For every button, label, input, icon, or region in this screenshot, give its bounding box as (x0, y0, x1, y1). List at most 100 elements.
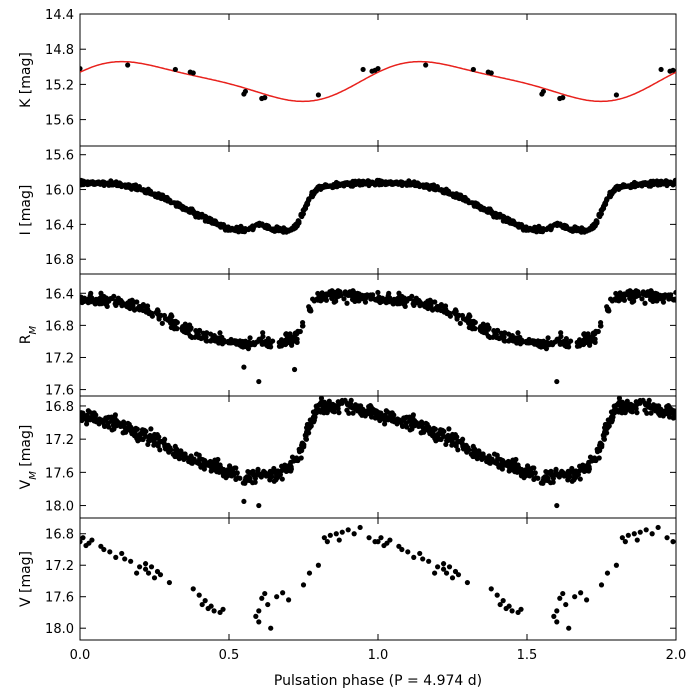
data-point (625, 183, 631, 189)
data-point (378, 535, 384, 541)
data-point (434, 183, 440, 190)
data-point (538, 344, 544, 350)
data-point (315, 290, 321, 297)
data-point (142, 187, 148, 193)
data-point (115, 295, 121, 301)
data-point (171, 318, 177, 325)
x-axis-label: Pulsation phase (P = 4.974 d) (274, 673, 482, 689)
data-point (113, 554, 119, 560)
data-point (439, 427, 446, 434)
data-point (602, 429, 608, 435)
data-point (649, 289, 655, 295)
data-point (554, 336, 560, 342)
y-tick-label: 14.8 (45, 43, 74, 58)
y-tick-label: 16.0 (45, 184, 74, 199)
y-tick-label: 17.6 (45, 466, 74, 481)
data-point (597, 447, 603, 454)
data-point (574, 343, 581, 349)
data-point (241, 498, 247, 505)
data-point (262, 95, 268, 101)
data-point (453, 192, 459, 198)
data-point (653, 179, 659, 185)
data-point (101, 546, 107, 553)
data-point (616, 298, 622, 304)
data-point (492, 212, 499, 218)
data-point (433, 305, 439, 311)
data-point (295, 457, 301, 464)
y-axis-label: V [mag] (18, 551, 34, 607)
data-point (417, 550, 423, 557)
data-point (592, 223, 598, 229)
data-point (519, 466, 525, 473)
data-point (447, 310, 453, 317)
data-point (407, 427, 413, 433)
data-point (440, 561, 447, 567)
points-VM (80, 396, 676, 509)
data-point (449, 442, 455, 448)
data-point (523, 467, 529, 473)
data-point (151, 575, 158, 581)
data-point (487, 206, 493, 212)
data-point (148, 191, 154, 197)
data-point (557, 221, 563, 227)
data-point (255, 467, 261, 474)
data-point (351, 531, 357, 537)
data-point (259, 221, 265, 227)
data-point (649, 531, 655, 537)
data-point (362, 299, 369, 305)
data-point (247, 335, 253, 341)
data-point (634, 410, 640, 416)
data-point (178, 449, 184, 455)
y-tick-label: 16.8 (45, 319, 74, 334)
data-point (625, 532, 631, 538)
y-tick-label: 16.4 (45, 218, 74, 233)
data-point (119, 550, 125, 557)
data-point (149, 310, 155, 317)
data-point (419, 420, 425, 427)
data-point (369, 293, 375, 299)
data-point (162, 436, 168, 442)
data-point (575, 227, 582, 233)
data-point (224, 470, 231, 477)
data-point (220, 473, 227, 479)
data-point (438, 301, 444, 308)
data-point (576, 337, 583, 343)
data-point (92, 412, 98, 418)
data-point (211, 608, 217, 614)
data-point (394, 299, 401, 305)
data-point (554, 608, 560, 614)
data-point (630, 402, 636, 409)
data-point (360, 179, 366, 185)
data-point (267, 468, 273, 474)
data-point (91, 418, 97, 424)
y-tick-label: 17.6 (45, 591, 74, 606)
data-point (134, 570, 140, 576)
data-point (129, 297, 135, 303)
data-point (106, 414, 112, 420)
data-point (297, 328, 303, 335)
data-point (642, 300, 648, 306)
data-point (498, 214, 504, 220)
data-point (622, 539, 628, 545)
data-point (241, 364, 247, 370)
data-point (457, 320, 463, 326)
data-point (197, 327, 203, 334)
data-point (572, 468, 578, 475)
data-point (506, 603, 512, 609)
data-point (378, 178, 384, 184)
x-tick-label: 1.5 (517, 648, 538, 663)
data-point (429, 307, 436, 313)
points-V (80, 524, 676, 631)
data-point (630, 182, 636, 188)
data-point (557, 595, 563, 601)
data-point (315, 92, 321, 98)
data-point (211, 218, 218, 224)
data-point (237, 475, 243, 481)
data-point (279, 476, 285, 482)
data-point (145, 570, 152, 576)
data-point (279, 463, 285, 469)
data-point (253, 613, 259, 619)
data-point (399, 546, 405, 553)
data-point (373, 408, 379, 415)
data-point (155, 440, 162, 446)
